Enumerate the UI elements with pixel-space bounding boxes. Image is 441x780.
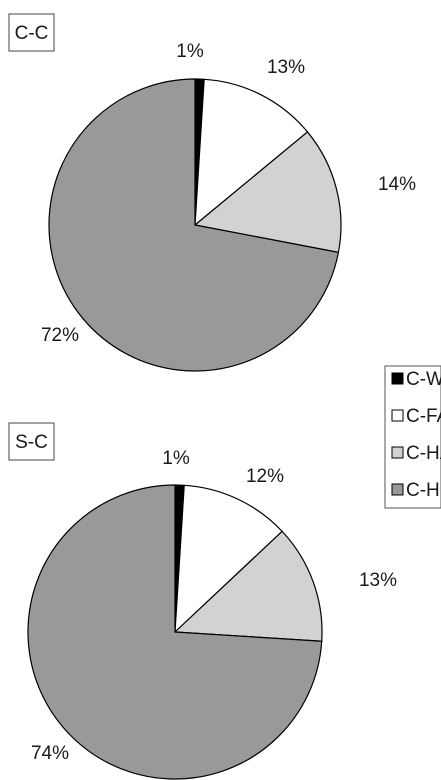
pie-slice-c-ha (173, 530, 323, 642)
chart-title-box (8, 422, 55, 461)
legend-swatch (391, 483, 404, 496)
chart-title-box (8, 13, 55, 52)
legend-label: C-FA (406, 406, 441, 427)
slice-label-c-h: 72% (41, 325, 79, 346)
legend-swatch (391, 446, 404, 459)
legend-item-c-fa: C-FA (391, 406, 441, 427)
legend-item-c-h: C-H (391, 480, 440, 501)
pie-slice-c-fa (174, 484, 284, 634)
chart-title-s-c: S-C (8, 422, 55, 461)
legend-label: C-HA (406, 443, 441, 464)
legend-item-c-ha: C-HA (391, 443, 441, 464)
slice-label-c-ha: 13% (359, 570, 397, 591)
pie-slice-c-ha (193, 131, 342, 254)
legend-label: C-WS (406, 369, 441, 390)
pie-slice-c-h (27, 484, 323, 780)
slice-label-c-h: 74% (31, 743, 69, 764)
chart-title-text: S-C (15, 432, 48, 453)
legend-label: C-H (406, 480, 440, 501)
legend: C-WS C-FA C-HA C-H (384, 365, 441, 509)
slice-label-c-ws: 1% (162, 448, 190, 469)
slice-label-c-fa: 12% (246, 466, 284, 487)
slice-label-c-ws: 1% (176, 41, 204, 62)
pie-slice-c-h (48, 78, 340, 372)
pie-chart-s-c: 1% 12% 13% 74% (27, 448, 397, 780)
legend-item-c-ws: C-WS (391, 369, 441, 390)
slice-label-c-ha: 14% (378, 174, 416, 195)
legend-swatch (391, 372, 404, 385)
pie-slice-c-fa (194, 78, 309, 227)
pie-chart-c-c: 1% 13% 14% 72% (41, 41, 416, 372)
slice-label-c-fa: 13% (267, 57, 305, 78)
chart-title-text: C-C (15, 23, 49, 44)
chart-title-c-c: C-C (8, 13, 55, 52)
legend-swatch (391, 409, 404, 422)
